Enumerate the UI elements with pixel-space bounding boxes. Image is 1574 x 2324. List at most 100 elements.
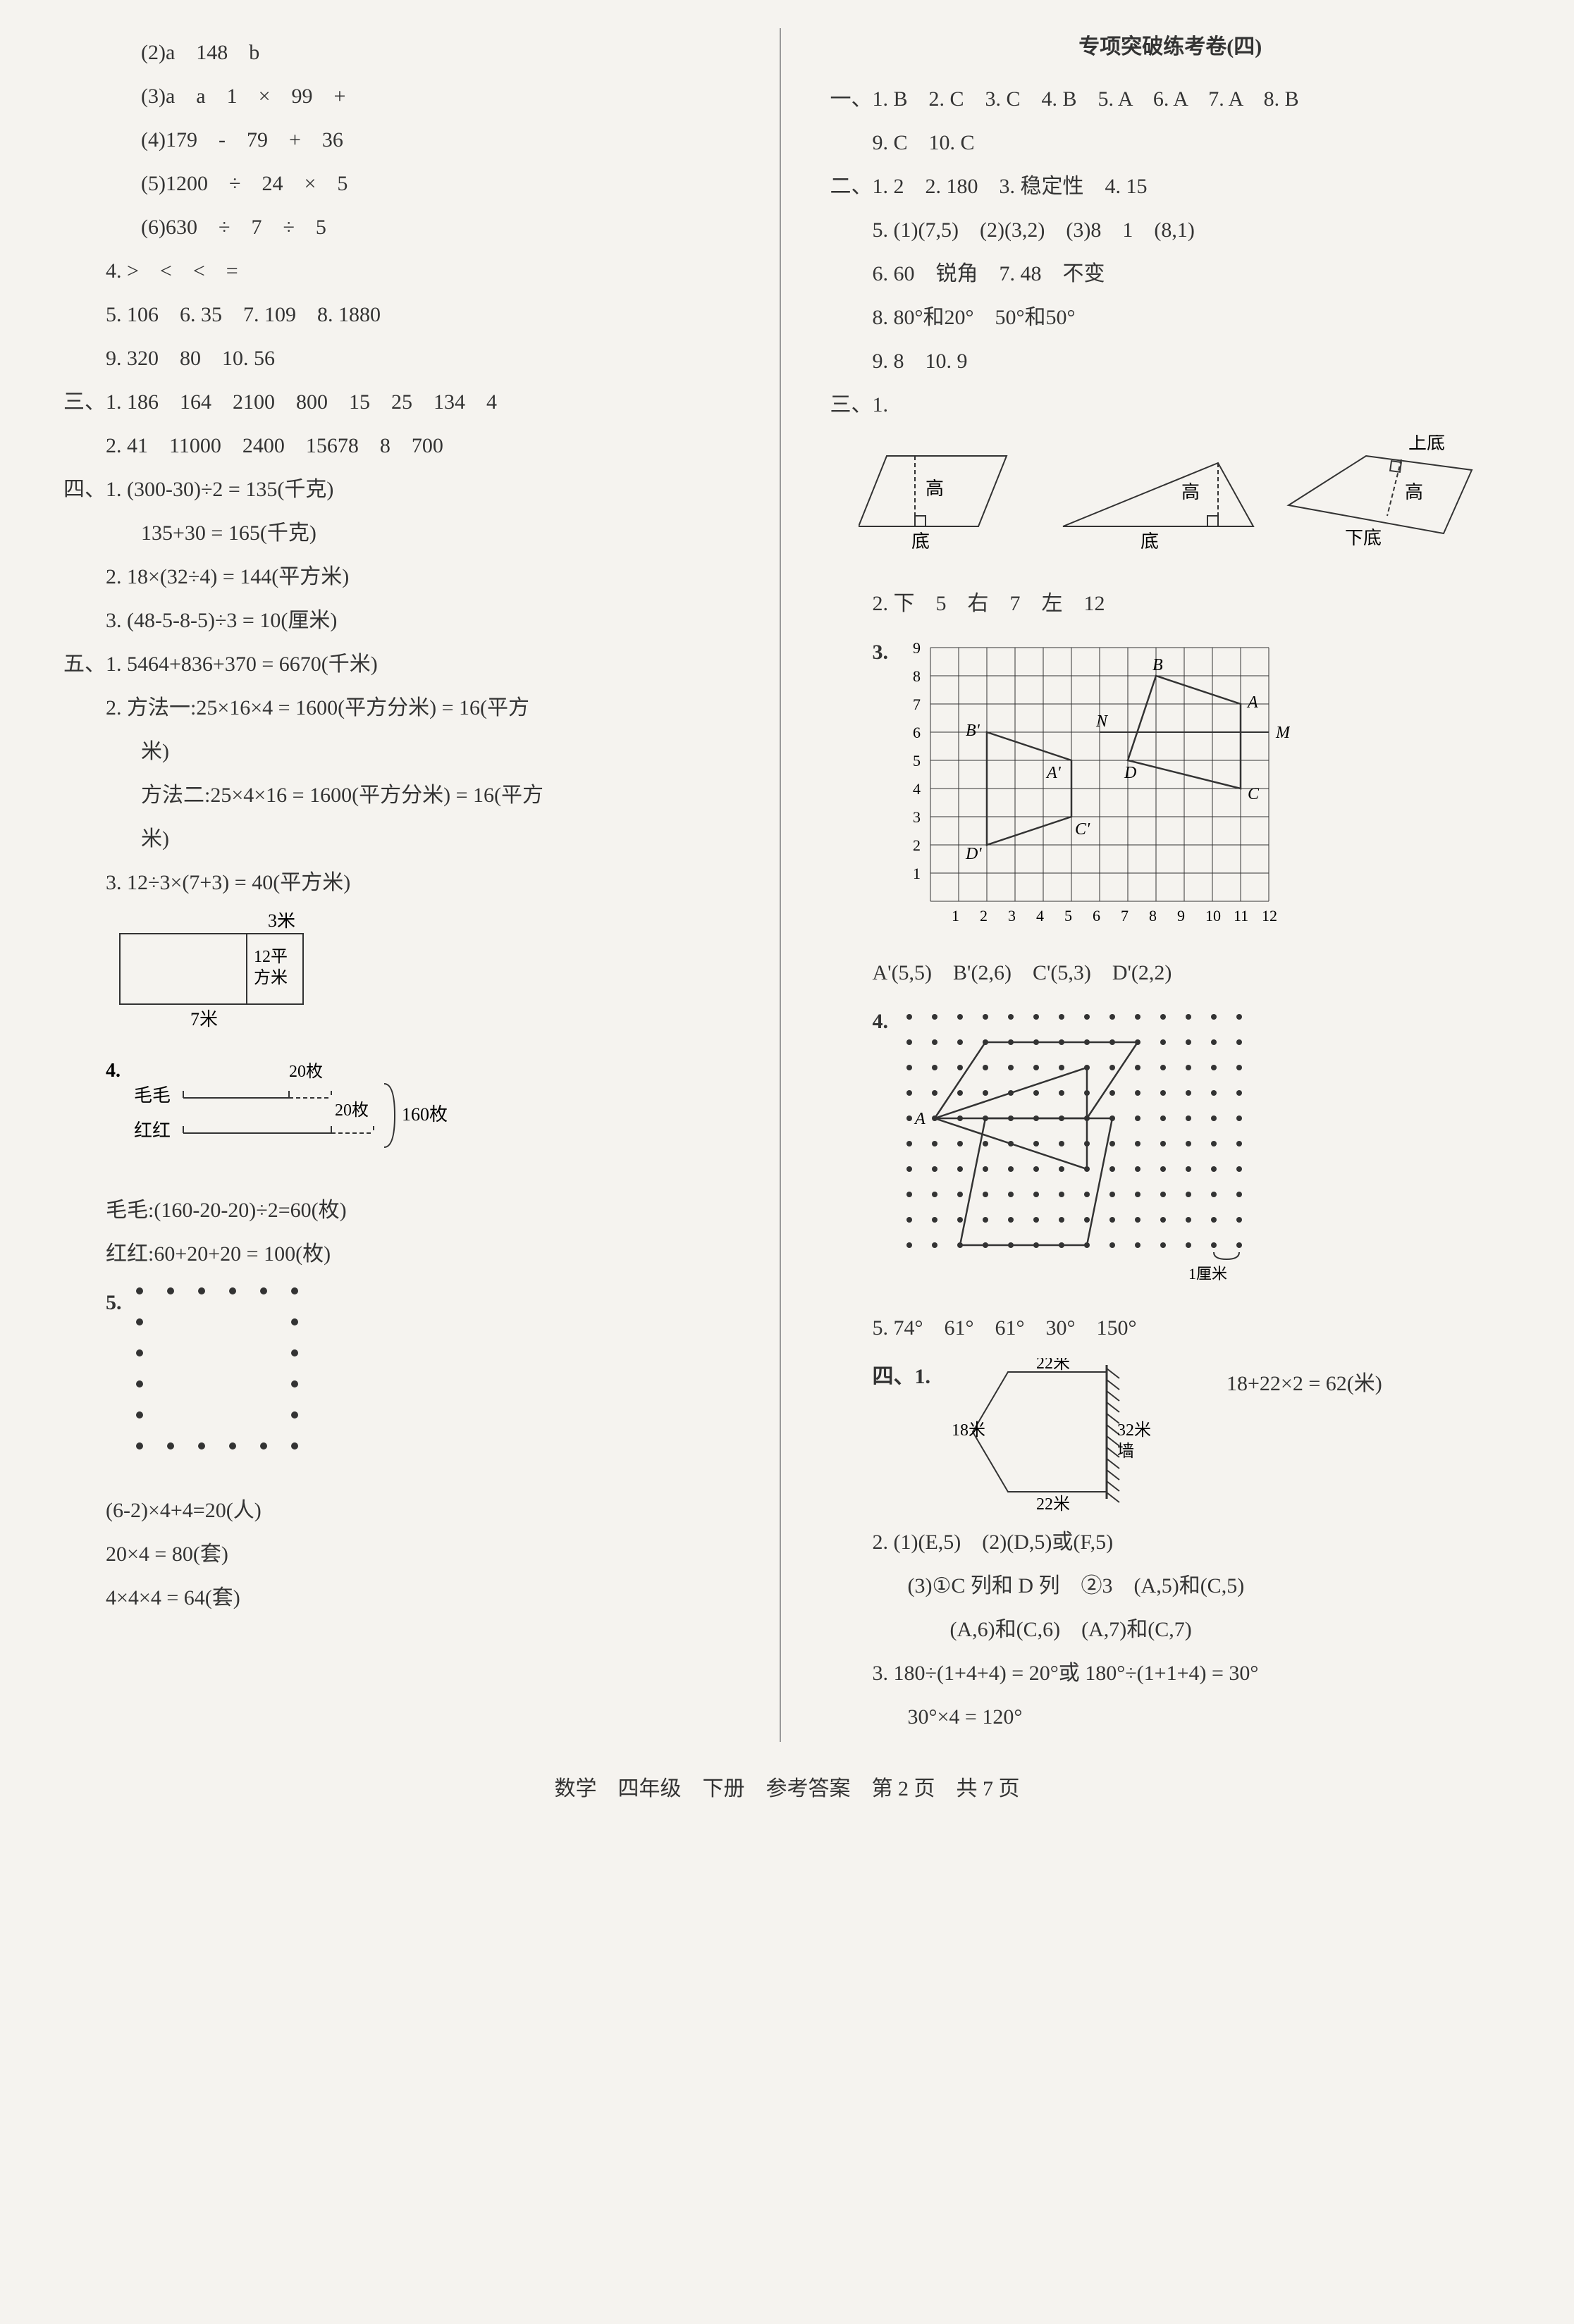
left-column: (2)a 148 b (3)a a 1 × 99 + (4)179 - 79 + 3… [42, 28, 781, 1742]
shape3-xiadi: 下底 [1345, 528, 1382, 548]
svg-text:4: 4 [913, 780, 921, 798]
svg-text:6: 6 [1093, 907, 1100, 925]
grid-num: 3. [873, 633, 889, 672]
item5-diagram: 5. [106, 1284, 744, 1481]
dots4-diagram: 4. A 1厘米 [873, 1003, 1511, 1299]
san1-line: 三、1. [830, 386, 1511, 424]
svg-text:M: M [1275, 724, 1290, 742]
item4-v160: 160枚 [402, 1104, 448, 1125]
text-line: 红红:60+20+20 = 100(枚) [63, 1235, 744, 1273]
svg-text:A: A [1246, 693, 1258, 712]
shape2-gao: 高 [1181, 482, 1200, 502]
shape3-gao: 高 [1405, 482, 1423, 502]
grid-coords-line: A'(5,5) B'(2,6) C'(5,3) D'(2,2) [830, 954, 1511, 992]
si1-top: 22米 [1036, 1358, 1070, 1373]
item4-mao: 毛毛 [134, 1085, 171, 1106]
svg-text:C: C [1248, 785, 1260, 803]
si1-trap [973, 1372, 1107, 1492]
dots4-svg: A 1厘米 [895, 1003, 1332, 1299]
item4-v20b: 20枚 [335, 1101, 369, 1120]
text-line: 2. 方法一:25×16×4 = 1600(平方分米) = 16(平方 [63, 689, 744, 727]
right-column: 专项突破练考卷(四) 一、1. B 2. C 3. C 4. B 5. A 6.… [809, 28, 1532, 1742]
text-line: 8. 80°和20° 50°和50° [830, 299, 1511, 337]
text-line: 2. 41 11000 2400 15678 8 700 [63, 427, 744, 465]
svg-text:D': D' [965, 845, 982, 863]
text-line: (2)a 148 b [63, 34, 744, 72]
text-line: 4. > < < = [63, 252, 744, 290]
svg-text:3: 3 [913, 808, 921, 826]
text-line: 9. 320 80 10. 56 [63, 340, 744, 378]
svg-text:1: 1 [913, 865, 921, 882]
shapes-row: 高 底 高 底 上底 高 下底 [859, 435, 1511, 574]
svg-text:N: N [1095, 712, 1109, 731]
item4-svg: 4. 20枚 毛毛 20枚 红红 160枚 [106, 1063, 472, 1168]
text-line: 20×4 = 80(套) [63, 1535, 744, 1574]
svg-text:10: 10 [1205, 907, 1221, 925]
text-line: 五、1. 5464+836+370 = 6670(千米) [63, 645, 744, 684]
dots4-num: 4. [873, 1003, 889, 1041]
text-line: 5. 106 6. 35 7. 109 8. 1880 [63, 296, 744, 334]
si1-wall: 墙 [1117, 1442, 1134, 1461]
text-line: (3)a a 1 × 99 + [63, 78, 744, 116]
san2-line: 2. 下 5 右 7 左 12 [830, 585, 1511, 623]
triangle [1063, 463, 1253, 526]
svg-text:7: 7 [913, 696, 921, 713]
trapezoid [1289, 456, 1472, 533]
svg-text:D: D [1124, 764, 1136, 782]
text-line: 四、1. (300-30)÷2 = 135(千克) [63, 471, 744, 509]
item4-diagram: 4. 20枚 毛毛 20枚 红红 160枚 [106, 1063, 744, 1181]
svg-text:8: 8 [913, 667, 921, 685]
line5: 5. 74° 61° 61° 30° 150° [830, 1309, 1511, 1347]
text-line: 二、1. 2 2. 180 3. 稳定性 4. 15 [830, 168, 1511, 206]
rect-top-label: 3米 [268, 913, 295, 931]
svg-text:11: 11 [1234, 907, 1248, 925]
text-line: 2. 18×(32÷4) = 144(平方米) [63, 558, 744, 596]
item5-svg [133, 1284, 330, 1481]
svg-text:8: 8 [1149, 907, 1157, 925]
text-line: (6-2)×4+4=20(人) [63, 1492, 744, 1530]
text-line: (4)179 - 79 + 36 [63, 121, 744, 159]
text-line: 方法二:25×4×16 = 1600(平方分米) = 16(平方 [63, 777, 744, 815]
text-line: 6. 60 锐角 7. 48 不变 [830, 255, 1511, 293]
shape1-gao: 高 [926, 478, 944, 499]
item5-num: 5. [106, 1284, 122, 1322]
text-line: 2. (1)(E,5) (2)(D,5)或(F,5) [830, 1523, 1511, 1562]
svg-text:A: A [914, 1110, 926, 1128]
svg-text:6: 6 [913, 724, 921, 741]
si1-num: 四、1. [873, 1358, 931, 1396]
svg-text:5: 5 [1064, 907, 1072, 925]
si1-right: 32米 [1117, 1421, 1151, 1440]
svg-text:12: 12 [1262, 907, 1277, 925]
grid-diagram: 3. 123456789123456789101112BAMCDNB'A'C'D… [873, 633, 1511, 944]
si1-svg: 22米 18米 32米 墙 22米 [945, 1358, 1184, 1513]
text-line: 三、1. 186 164 2100 800 15 25 134 4 [63, 383, 744, 421]
svg-text:1: 1 [952, 907, 959, 925]
rect-bottom-label: 7米 [190, 1009, 218, 1030]
si1-diagram: 四、1. 22米 18米 32米 墙 22米 18+22×2 = 62(米) [873, 1358, 1511, 1513]
item4-v20a: 20枚 [289, 1063, 323, 1081]
page-columns: (2)a 148 b (3)a a 1 × 99 + (4)179 - 79 + 3… [42, 28, 1532, 1742]
text-line: 9. 8 10. 9 [830, 342, 1511, 381]
text-line: 135+30 = 165(千克) [63, 514, 744, 552]
text-line: 3. 180÷(1+4+4) = 20°或 180°÷(1+1+4) = 30° [830, 1655, 1511, 1693]
rect-diagram: 3米 12平 方米 7米 [106, 913, 744, 1052]
si1-left: 18米 [952, 1421, 985, 1440]
text-line: 3. 12÷3×(7+3) = 40(平方米) [63, 864, 744, 902]
svg-text:B: B [1152, 656, 1163, 674]
rect-svg: 3米 12平 方米 7米 [106, 913, 331, 1039]
shape3-shangdi: 上底 [1408, 435, 1445, 453]
text-line: (A,6)和(C,6) (A,7)和(C,7) [830, 1611, 1511, 1649]
svg-text:9: 9 [913, 639, 921, 657]
page-footer: 数学 四年级 下册 参考答案 第 2 页 共 7 页 [42, 1770, 1532, 1808]
svg-text:9: 9 [1177, 907, 1185, 925]
text-line: 米) [63, 733, 744, 771]
svg-text:1厘米: 1厘米 [1188, 1265, 1227, 1282]
svg-text:B': B' [966, 722, 980, 740]
shape2-di: 底 [1140, 531, 1159, 552]
shapes-svg: 高 底 高 底 上底 高 下底 [859, 435, 1493, 562]
svg-text:5: 5 [913, 752, 921, 769]
svg-text:2: 2 [913, 836, 921, 854]
svg-text:3: 3 [1008, 907, 1016, 925]
grid-svg: 123456789123456789101112BAMCDNB'A'C'D' [895, 633, 1290, 944]
shape1-di: 底 [911, 531, 930, 552]
